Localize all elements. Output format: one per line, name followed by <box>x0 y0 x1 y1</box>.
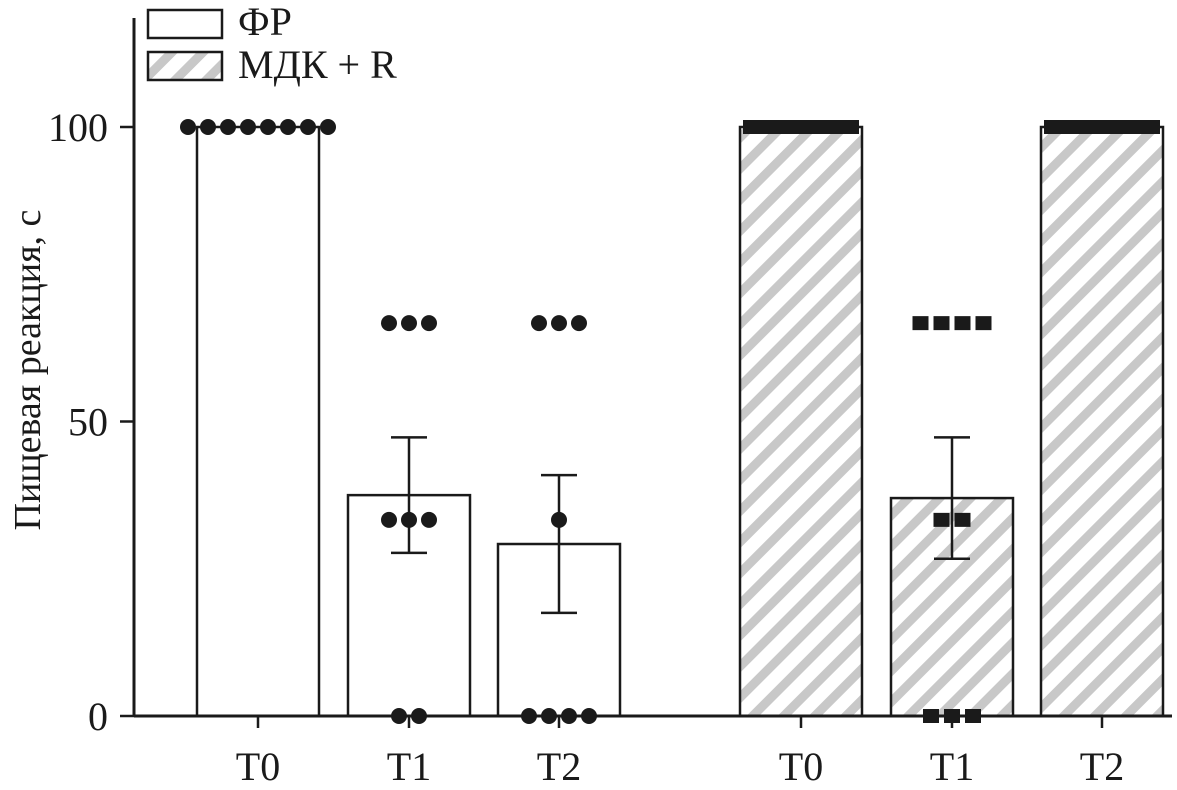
x-ticks: T0 T1 T2 T0 T1 T2 <box>236 716 1124 789</box>
data-point <box>260 119 276 135</box>
x-tick-label: T0 <box>236 744 280 789</box>
bars-layer <box>195 125 1165 718</box>
legend-swatch-mdk <box>146 50 224 82</box>
data-point <box>300 119 316 135</box>
y-tick-label: 50 <box>68 400 108 445</box>
data-point <box>421 315 437 332</box>
data-point <box>912 316 929 331</box>
legend-label-mdk: МДК + R <box>238 42 397 87</box>
y-ticks: 0 50 100 <box>48 105 134 739</box>
data-point <box>220 119 236 135</box>
error-bars-layer <box>391 436 970 615</box>
x-tick-label: T2 <box>537 744 581 789</box>
y-axis-label: Пищевая реакция, с <box>7 210 49 531</box>
data-point <box>933 316 950 331</box>
data-point <box>381 511 397 528</box>
data-point <box>933 512 950 527</box>
legend-swatch-fr <box>146 8 224 40</box>
data-point <box>571 315 587 332</box>
data-point <box>531 315 547 332</box>
data-point <box>180 119 196 135</box>
legend-item-mdk: МДК + R <box>146 42 397 87</box>
data-points-cluster <box>1044 120 1160 134</box>
x-tick-label: T1 <box>930 744 974 789</box>
data-point <box>954 512 971 527</box>
x-tick-label: T1 <box>387 744 431 789</box>
data-point <box>381 315 397 332</box>
data-point <box>401 511 417 528</box>
axes <box>132 18 1172 718</box>
x-tick-label: T0 <box>779 744 823 789</box>
data-point <box>200 119 216 135</box>
legend: ФР МДК + R <box>146 0 397 87</box>
x-tick-label: T2 <box>1080 744 1124 789</box>
data-point <box>421 511 437 528</box>
data-point <box>975 316 992 331</box>
y-tick-label: 0 <box>88 694 108 739</box>
y-tick-label: 100 <box>48 105 108 150</box>
data-point <box>551 511 567 528</box>
data-point <box>320 119 336 135</box>
data-point <box>401 315 417 332</box>
bar-s1-t2 <box>1039 125 1165 718</box>
bar-s1-t0 <box>738 125 864 718</box>
bar-s0-t0 <box>195 125 321 718</box>
data-points-cluster <box>743 120 859 134</box>
legend-item-fr: ФР <box>146 0 292 44</box>
data-point <box>954 316 971 331</box>
data-point <box>551 315 567 332</box>
data-point <box>240 119 256 135</box>
legend-label-fr: ФР <box>238 0 292 44</box>
data-point <box>280 119 296 135</box>
